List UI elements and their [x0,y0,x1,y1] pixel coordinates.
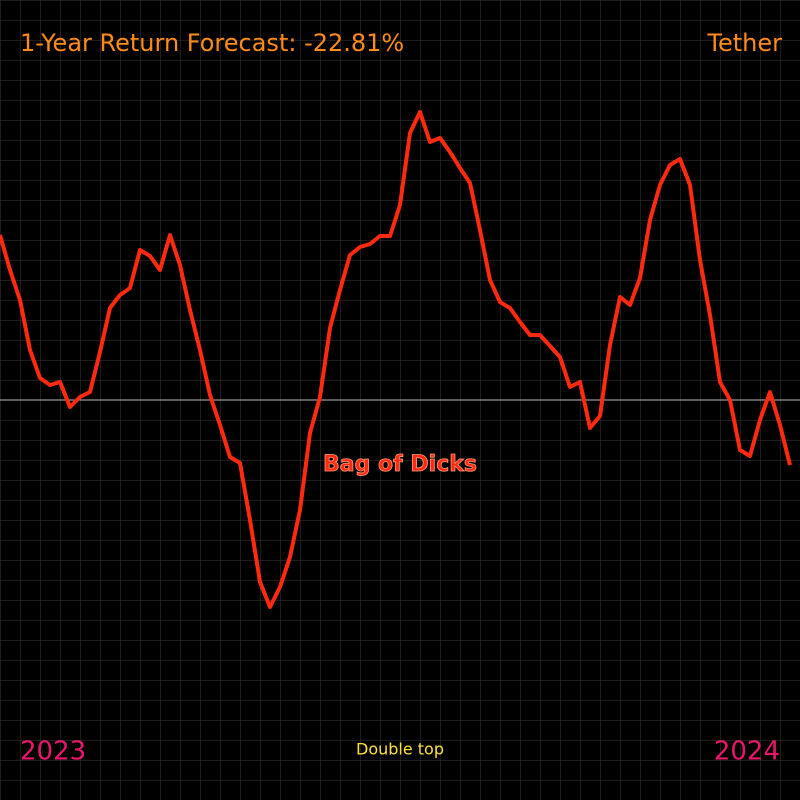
end-label: 2024 [714,737,780,767]
line-label: Bag of Dicks [323,452,477,477]
plot [0,110,800,609]
asset-label: Tether [706,29,782,57]
price-line [0,110,792,609]
annotation: Double top [356,740,444,759]
start-label: 2023 [20,737,86,767]
chart-title: 1-Year Return Forecast: -22.81% [20,29,404,57]
